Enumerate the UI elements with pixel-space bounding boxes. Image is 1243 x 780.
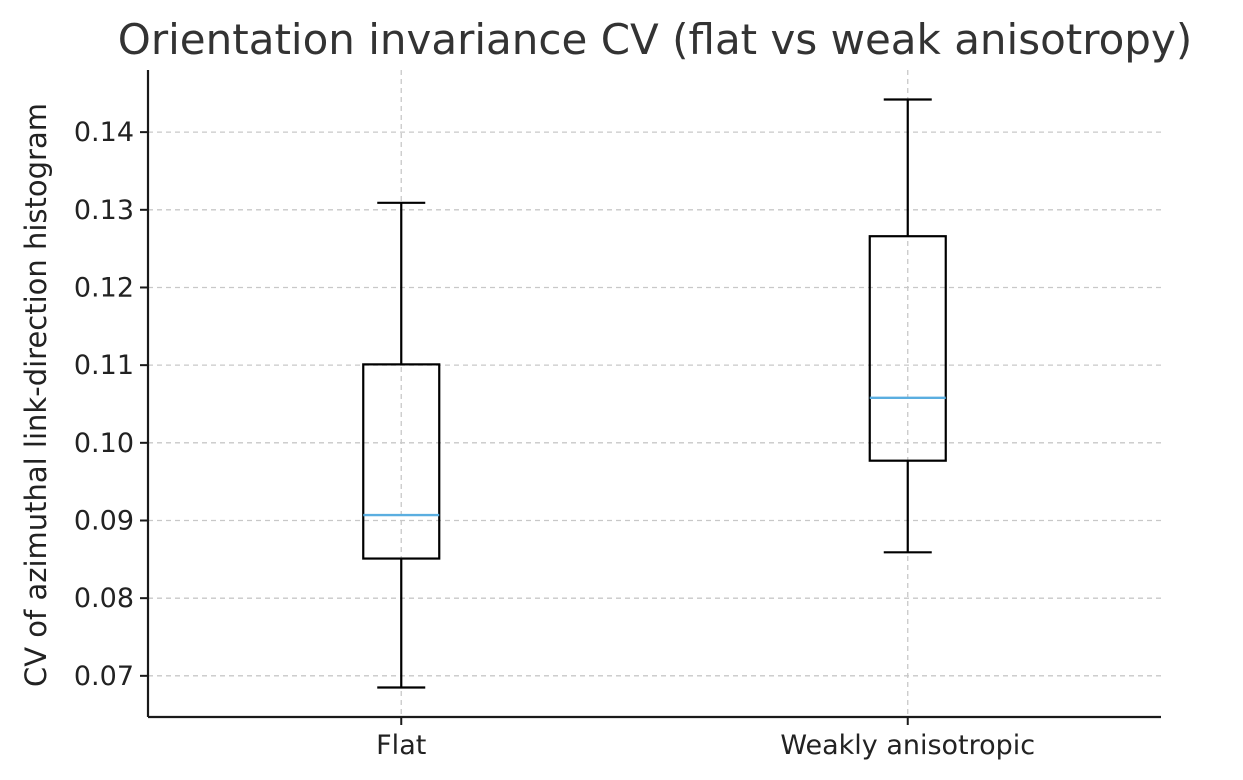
- y-tick-label: 0.11: [74, 350, 134, 381]
- grid-lines: [148, 70, 1161, 717]
- y-tick-label: 0.07: [74, 661, 134, 692]
- x-tick-label: Weakly anisotropic: [780, 730, 1035, 761]
- box-group: [868, 98, 947, 554]
- y-axis-label: CV of azimuthal link-direction histogram: [19, 103, 53, 687]
- axes: [140, 70, 1161, 725]
- y-tick-label: 0.09: [74, 505, 134, 536]
- tick-labels: 0.07 0.08 0.09 0.10 0.11 0.12 0.13 0.14 Flat Weak…: [74, 117, 1035, 761]
- iqr-box: [362, 363, 441, 560]
- y-tick-label: 0.12: [74, 272, 134, 303]
- y-tick-label: 0.14: [74, 117, 134, 148]
- y-tick-label: 0.10: [74, 428, 134, 459]
- x-tick-label: Flat: [376, 730, 426, 761]
- y-tick-label: 0.13: [74, 195, 134, 226]
- boxes: [362, 98, 947, 689]
- chart-title: Orientation invariance CV (flat vs weak …: [118, 15, 1192, 64]
- iqr-box: [868, 235, 947, 462]
- y-tick-label: 0.08: [74, 583, 134, 614]
- box-group: [362, 201, 441, 689]
